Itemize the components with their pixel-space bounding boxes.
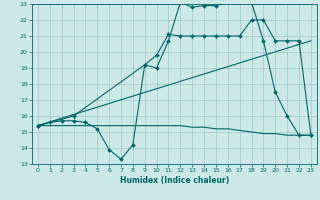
- X-axis label: Humidex (Indice chaleur): Humidex (Indice chaleur): [120, 176, 229, 185]
